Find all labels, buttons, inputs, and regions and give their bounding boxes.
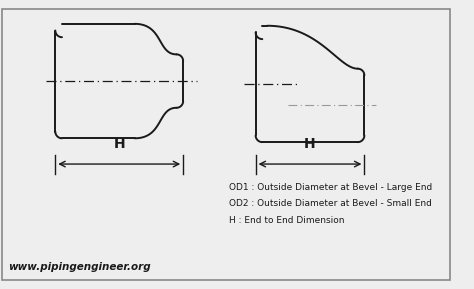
- Text: H: H: [113, 137, 125, 151]
- Text: H : End to End Dimension: H : End to End Dimension: [229, 216, 345, 225]
- Text: H: H: [304, 137, 316, 151]
- Text: OD1 : Outside Diameter at Bevel - Large End: OD1 : Outside Diameter at Bevel - Large …: [229, 183, 432, 192]
- Text: OD2 : Outside Diameter at Bevel - Small End: OD2 : Outside Diameter at Bevel - Small …: [229, 199, 432, 208]
- Text: www.pipingengineer.org: www.pipingengineer.org: [8, 262, 150, 272]
